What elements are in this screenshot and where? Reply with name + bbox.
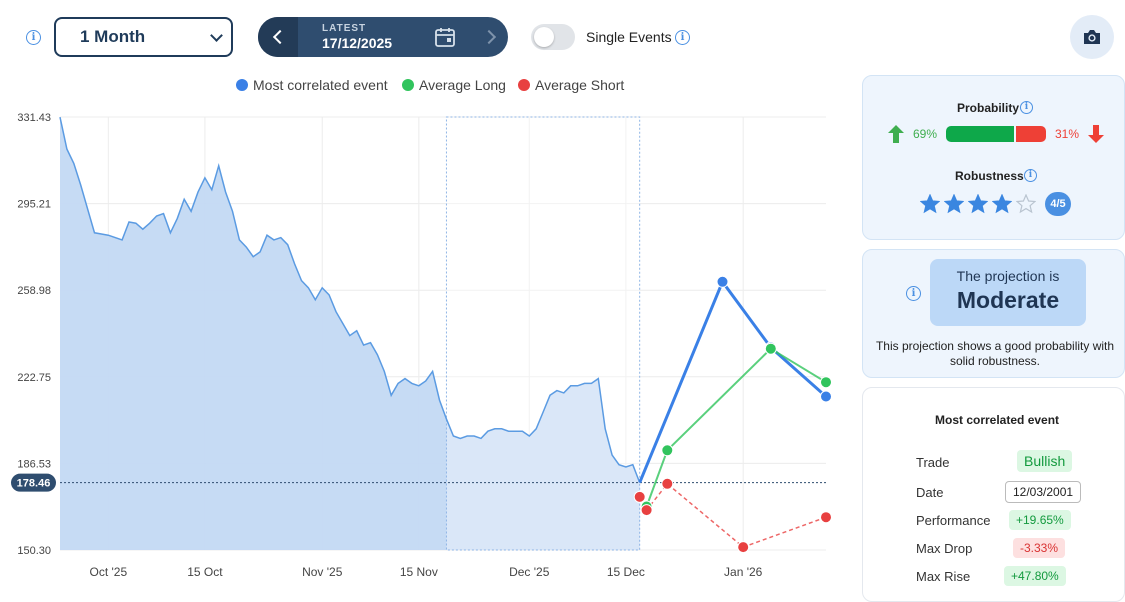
trade-label: Trade [916,455,950,470]
arrow-down-icon [1088,125,1104,143]
date-label: Date [916,485,944,500]
y-tick-label: 295.21 [17,199,51,211]
probability-card [862,75,1125,240]
legend-item-average-short[interactable]: Average Short [518,77,624,93]
toggle-knob [534,27,554,47]
projection-info-icon[interactable]: i [906,286,921,301]
price-line [59,116,641,483]
date-value: 12/03/2001 [1005,481,1082,503]
series-point-average-short [633,490,646,503]
x-tick-label: Jan '26 [724,565,763,579]
star-icon [943,193,965,214]
previous-date-button[interactable] [258,17,298,57]
series-point-most-correlated [716,275,729,288]
series-point-most-correlated [820,390,832,403]
correlated-title: Most correlated event [935,413,1060,427]
single-events-toggle[interactable] [531,24,575,50]
legend-label: Most correlated event [253,77,388,93]
y-tick-label: 186.53 [17,458,51,470]
latest-date: 17/12/2025 [322,35,393,51]
series-point-average-long [661,444,674,457]
projection-description-line: solid robustness. [949,354,1041,368]
next-date-button[interactable] [481,29,497,45]
legend-dot-green [402,79,414,91]
probability-up-value: 69% [913,127,938,141]
series-point-average-short [820,511,832,524]
latest-label: LATEST [322,23,367,34]
legend-label: Average Long [419,77,506,93]
x-tick-label: Nov '25 [302,565,343,579]
y-tick-label: 331.43 [17,112,51,124]
calendar-icon[interactable] [434,26,456,48]
y-tick-label: 222.75 [17,372,51,384]
trade-value: Bullish [1017,450,1073,472]
series-line-average-short [639,482,827,548]
date-navigator: LATEST 17/12/2025 [258,17,508,57]
legend-item-most-correlated[interactable]: Most correlated event [236,77,388,93]
period-select[interactable]: 1 Month [54,17,233,57]
screenshot-button[interactable] [1070,15,1114,59]
series-point-average-short [661,477,674,490]
current-value-label: 178.46 [17,478,51,490]
period-select-value: 1 Month [80,27,146,46]
robustness-badge: 4/5 [1045,192,1071,216]
chevron-down-icon [210,29,223,42]
max-rise-value: +47.80% [1004,566,1066,586]
x-tick-label: 15 Dec [607,565,645,579]
probability-title: Probability [957,101,1020,115]
price-projection-chart: 331.43 295.21 258.98 222.75 186.53 150.30 Oct … [11,112,832,579]
legend-dot-blue [236,79,248,91]
series-point-average-short [640,504,653,517]
x-tick-label: 15 Nov [400,565,438,579]
legend-dot-red [518,79,530,91]
x-tick-label: Oct '25 [89,565,127,579]
single-events-info-icon[interactable]: i [675,30,690,45]
series-point-average-long [820,376,832,389]
star-icon [991,193,1013,214]
x-tick-label: 15 Oct [187,565,223,579]
x-tick-label: Dec '25 [509,565,550,579]
correlated-card [862,387,1125,602]
probability-info-icon[interactable]: i [1020,101,1033,114]
max-rise-label: Max Rise [916,569,971,584]
probability-bar-down [1016,126,1046,142]
projection-badge: The projection is Moderate [930,259,1086,326]
probability-bar [946,126,1046,142]
period-info-icon[interactable]: i [26,30,41,45]
robustness-stars [919,193,1040,219]
probability-bar-up [946,126,1014,142]
robustness-title: Robustness [955,169,1024,183]
chevron-left-icon [272,29,288,45]
probability-down-value: 31% [1055,127,1080,141]
performance-label: Performance [916,513,991,528]
projection-description: This projection shows a good probability… [866,339,1124,369]
star-icon [967,193,989,214]
series-line-most-correlated [638,278,827,484]
y-tick-label: 150.30 [17,545,51,557]
star-icon [919,193,941,214]
max-drop-label: Max Drop [916,541,973,556]
robustness-info-icon[interactable]: i [1024,169,1037,182]
single-events-label: Single Events [586,29,672,45]
price-area [60,117,640,550]
y-tick-label: 258.98 [17,285,51,297]
star-icon [1015,193,1037,214]
series-point-average-short [737,541,750,554]
projection-level: Moderate [956,287,1060,313]
current-value-badge [11,473,56,492]
legend-item-average-long[interactable]: Average Long [402,77,506,93]
highlight-window [445,116,641,551]
series-point-average-long [764,342,777,355]
legend-label: Average Short [535,77,625,93]
camera-icon [1084,30,1100,44]
projection-intro: The projection is [956,268,1060,284]
series-line-average-long [645,347,827,507]
projection-description-line: This projection shows a good probability… [875,339,1115,353]
arrow-up-icon [888,125,904,143]
performance-value: +19.65% [1009,510,1071,530]
max-drop-value: -3.33% [1013,538,1066,558]
